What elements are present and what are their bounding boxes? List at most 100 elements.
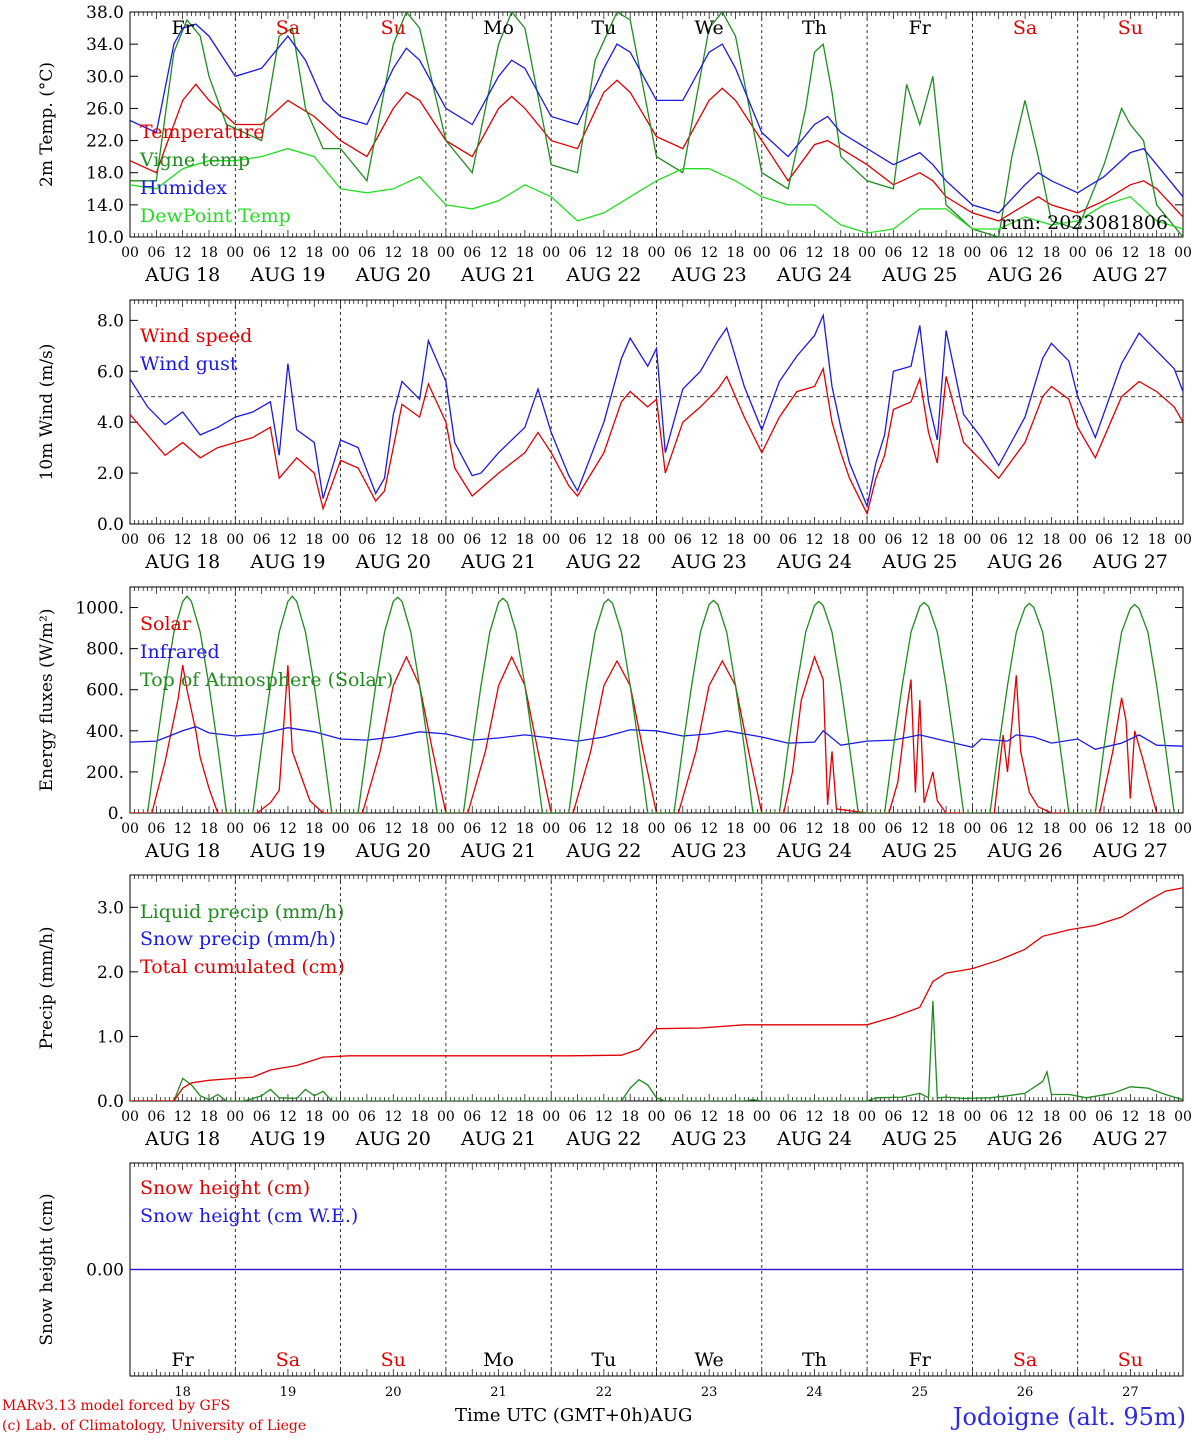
- hour-tick-label: 18: [305, 245, 323, 261]
- hour-tick-label: 18: [727, 532, 745, 548]
- hour-tick-label: 18: [1042, 245, 1060, 261]
- hour-tick-label: 00: [753, 532, 771, 548]
- hour-tick-label: 12: [1016, 245, 1034, 261]
- legend-entry: Snow height (cm W.E.): [140, 1205, 358, 1227]
- date-label: AUG 19: [249, 264, 325, 286]
- hour-tick-label: 06: [779, 1109, 797, 1125]
- hour-tick-label: 00: [963, 532, 981, 548]
- hour-tick-label: 12: [279, 245, 297, 261]
- hour-tick-label: 06: [358, 532, 376, 548]
- hour-tick-label: 06: [674, 821, 692, 837]
- legend-entry: Wind gust: [140, 353, 238, 375]
- hour-tick-label: 00: [648, 532, 666, 548]
- weekday-label: Sa: [1013, 1349, 1037, 1371]
- series-line: [130, 79, 1183, 222]
- y-tick-label: 34.0: [86, 35, 124, 55]
- y-tick-label: 200.: [86, 763, 124, 783]
- panel-frame: [129, 11, 1184, 238]
- hour-tick-label: 18: [621, 245, 639, 261]
- legend-entry: Snow precip (mm/h): [140, 928, 336, 950]
- hour-tick-label: 12: [1121, 245, 1139, 261]
- hour-tick-label: 00: [121, 821, 139, 837]
- weekday-label: We: [695, 17, 724, 39]
- hour-tick-label: 00: [1174, 1109, 1192, 1125]
- hour-tick-label: 06: [779, 532, 797, 548]
- date-label: AUG 24: [776, 1128, 852, 1150]
- weekday-label: Tu: [591, 17, 616, 39]
- series-line: [130, 23, 1183, 214]
- series-line: [130, 887, 1183, 1101]
- hour-tick-label: 00: [332, 532, 350, 548]
- y-tick-label: 38.0: [86, 3, 124, 23]
- y-tick-label: 3.0: [97, 898, 124, 918]
- hour-tick-label: 06: [885, 532, 903, 548]
- hour-tick-label: 18: [305, 821, 323, 837]
- hour-tick-label: 12: [806, 532, 824, 548]
- y-tick-label: 14.0: [86, 196, 124, 216]
- date-label: AUG 23: [671, 551, 747, 573]
- hour-tick-label: 00: [542, 532, 560, 548]
- date-label: AUG 27: [1092, 840, 1168, 862]
- date-label: AUG 23: [671, 1128, 747, 1150]
- hour-tick-label: 00: [858, 532, 876, 548]
- hour-tick-label: 00: [121, 1109, 139, 1125]
- hour-tick-label: 00: [542, 821, 560, 837]
- run-annotation: run: 2023081806: [1001, 212, 1168, 234]
- hour-tick-label: 18: [200, 532, 218, 548]
- hour-tick-label: 06: [990, 1109, 1008, 1125]
- day-number-label: 18: [174, 1385, 191, 1400]
- hour-tick-label: 06: [569, 532, 587, 548]
- date-label: AUG 26: [986, 840, 1062, 862]
- hour-tick-label: 12: [1016, 1109, 1034, 1125]
- hour-tick-label: 12: [174, 1109, 192, 1125]
- hour-tick-label: 06: [569, 245, 587, 261]
- date-label: AUG 18: [144, 264, 220, 286]
- hour-tick-label: 12: [806, 1109, 824, 1125]
- hour-tick-label: 12: [279, 1109, 297, 1125]
- weekday-label: Fr: [172, 17, 195, 39]
- legend-entry: DewPoint Temp: [140, 205, 291, 227]
- date-label: AUG 20: [355, 551, 431, 573]
- hour-tick-label: 00: [226, 821, 244, 837]
- date-label: AUG 19: [249, 840, 325, 862]
- weekday-label: Fr: [909, 17, 932, 39]
- weekday-label: Mo: [483, 17, 514, 39]
- hour-tick-label: 12: [595, 821, 613, 837]
- weekday-label: Fr: [909, 1349, 932, 1371]
- hour-tick-label: 06: [569, 821, 587, 837]
- date-label: AUG 24: [776, 551, 852, 573]
- hour-tick-label: 06: [147, 245, 165, 261]
- hour-tick-label: 00: [226, 532, 244, 548]
- hour-tick-label: 06: [253, 821, 271, 837]
- date-label: AUG 27: [1092, 264, 1168, 286]
- date-label: AUG 24: [776, 840, 852, 862]
- series-line: [130, 1000, 1183, 1101]
- hour-tick-label: 18: [516, 1109, 534, 1125]
- date-label: AUG 18: [144, 840, 220, 862]
- date-label: AUG 21: [460, 551, 536, 573]
- weekday-label: Sa: [1013, 17, 1037, 39]
- hour-tick-label: 06: [463, 821, 481, 837]
- weekday-label: We: [695, 1349, 724, 1371]
- hour-tick-label: 18: [305, 532, 323, 548]
- day-number-label: 19: [280, 1385, 297, 1400]
- hour-tick-label: 06: [674, 1109, 692, 1125]
- hour-tick-label: 18: [411, 532, 429, 548]
- hour-tick-label: 18: [937, 245, 955, 261]
- hour-tick-label: 18: [937, 821, 955, 837]
- hour-tick-label: 00: [437, 532, 455, 548]
- date-label: AUG 25: [881, 551, 957, 573]
- date-label: AUG 22: [565, 264, 641, 286]
- y-tick-label: 1000.: [75, 599, 124, 619]
- hour-tick-label: 18: [727, 245, 745, 261]
- day-number-label: 24: [806, 1385, 823, 1400]
- hour-tick-label: 06: [779, 245, 797, 261]
- legend-entry: Top of Atmosphere (Solar): [140, 669, 393, 691]
- y-tick-label: 30.0: [86, 67, 124, 87]
- hour-tick-label: 00: [963, 1109, 981, 1125]
- day-number-label: 23: [701, 1385, 718, 1400]
- hour-tick-label: 06: [463, 245, 481, 261]
- hour-tick-label: 06: [253, 1109, 271, 1125]
- hour-tick-label: 12: [1121, 821, 1139, 837]
- weekday-label: Mo: [483, 1349, 514, 1371]
